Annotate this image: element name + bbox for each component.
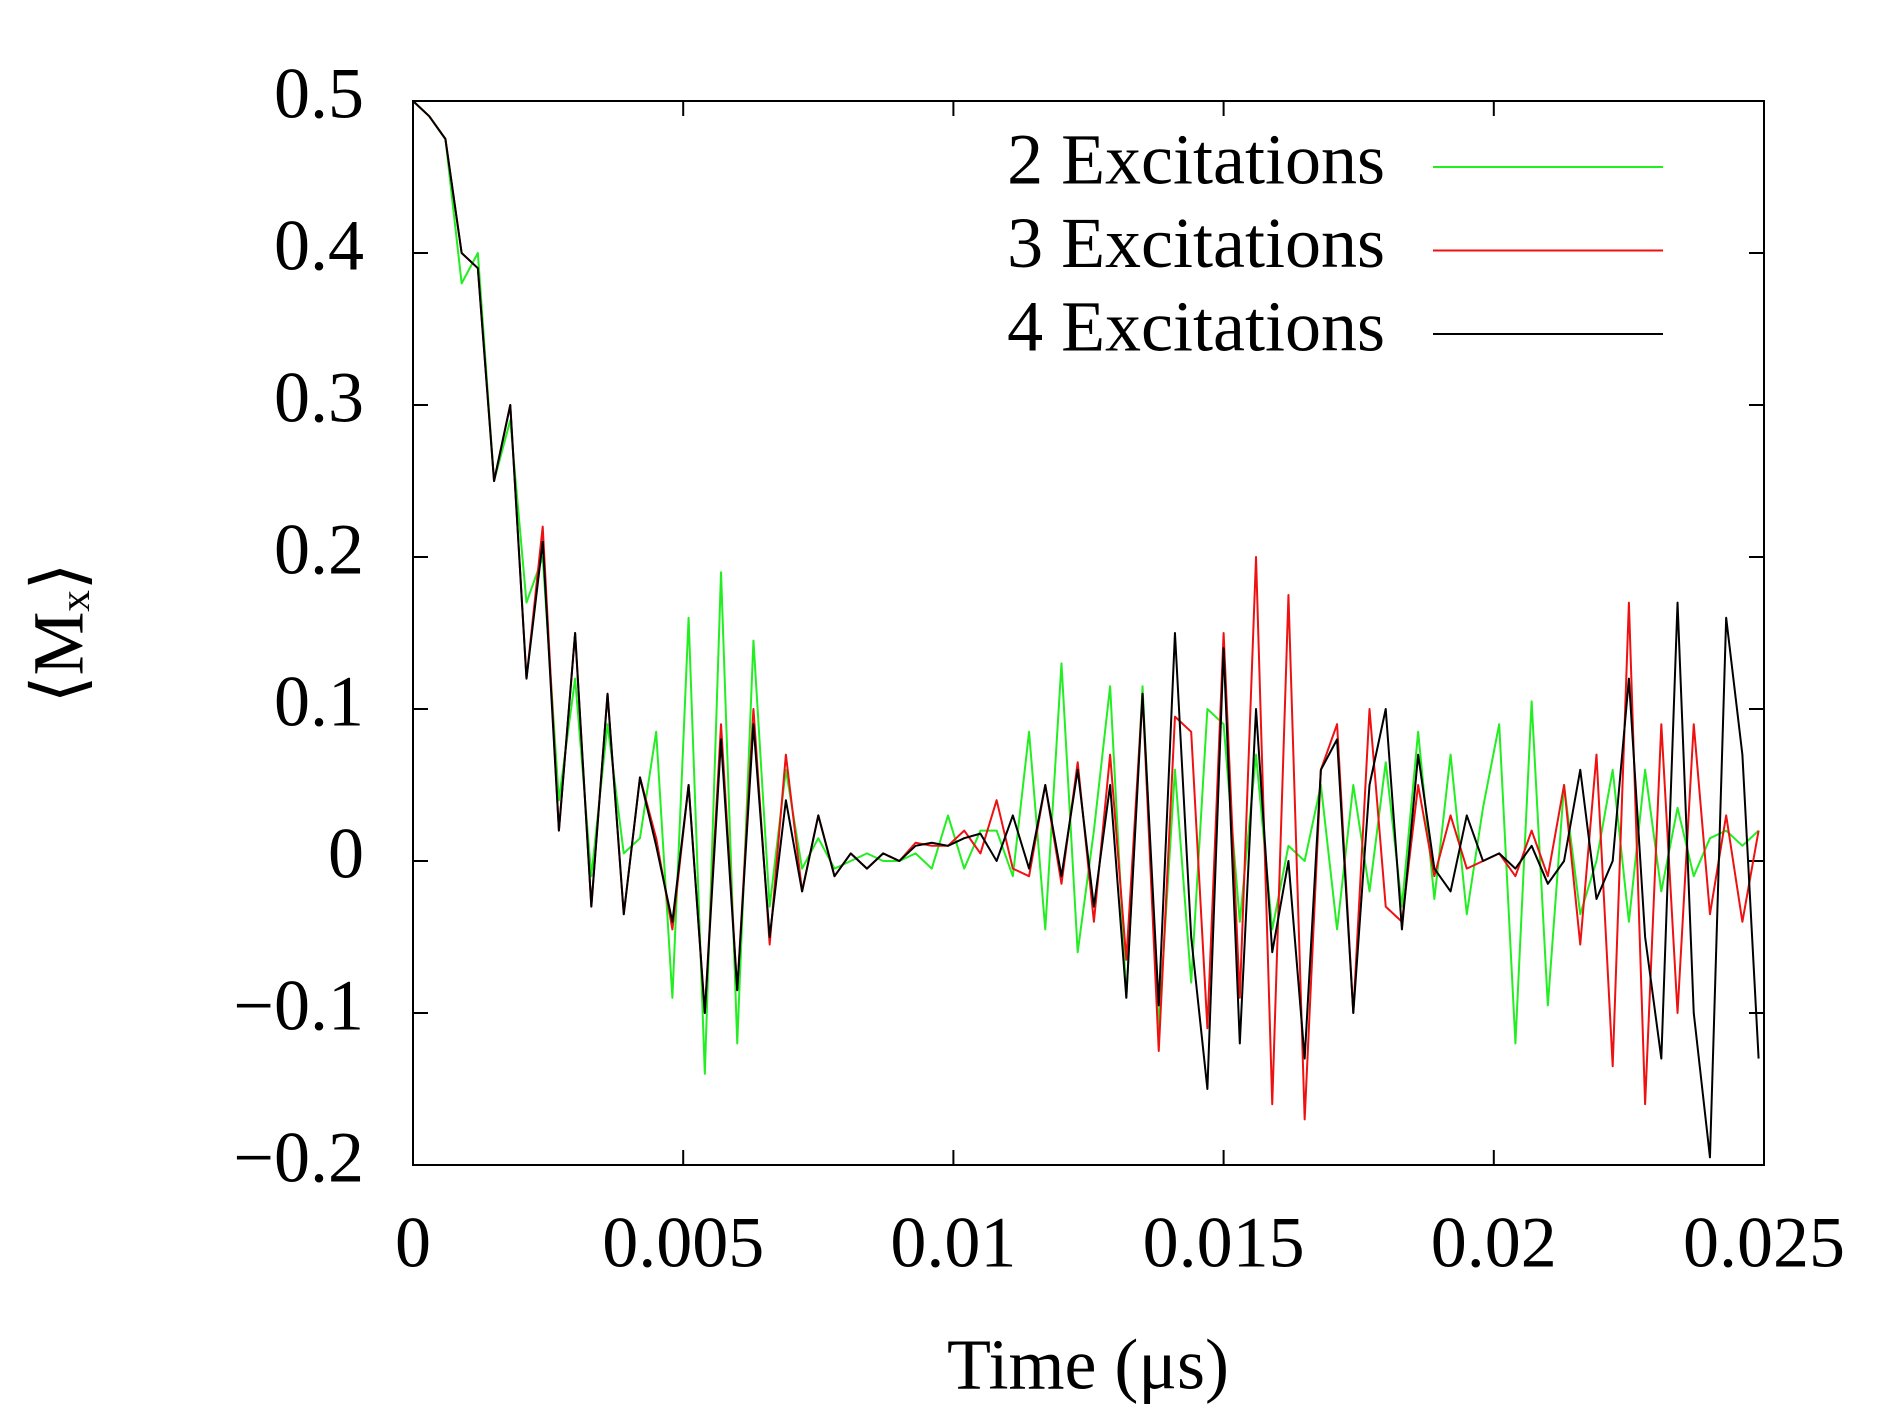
x-tick-label: 0.015 <box>1143 1203 1305 1283</box>
x-tick-label: 0.025 <box>1683 1203 1845 1283</box>
legend-label: 2 Excitations <box>1007 120 1385 200</box>
y-tick-label: −0.2 <box>233 1118 364 1198</box>
y-tick-label: 0.4 <box>274 206 364 286</box>
y-tick-label: −0.1 <box>233 966 364 1046</box>
legend-label: 4 Excitations <box>1007 287 1385 367</box>
x-tick-label: 0.005 <box>602 1203 764 1283</box>
x-tick-label: 0 <box>395 1203 431 1283</box>
x-tick-label: 0.02 <box>1431 1203 1557 1283</box>
y-tick-label: 0.1 <box>274 662 364 742</box>
y-tick-label: 0.5 <box>274 54 364 134</box>
series-line <box>413 101 1760 1159</box>
y-tick-label: 0.2 <box>274 510 364 590</box>
y-axis-label: ⟨Mₓ⟩ <box>19 562 99 703</box>
legend-label: 3 Excitations <box>1007 203 1385 283</box>
x-tick-label: 0.01 <box>890 1203 1016 1283</box>
y-tick-label: 0 <box>328 814 364 894</box>
x-axis-label: Time (μs) <box>947 1325 1229 1405</box>
y-tick-label: 0.3 <box>274 358 364 438</box>
plot-frame <box>412 100 1765 1166</box>
series-line <box>413 101 1760 1075</box>
